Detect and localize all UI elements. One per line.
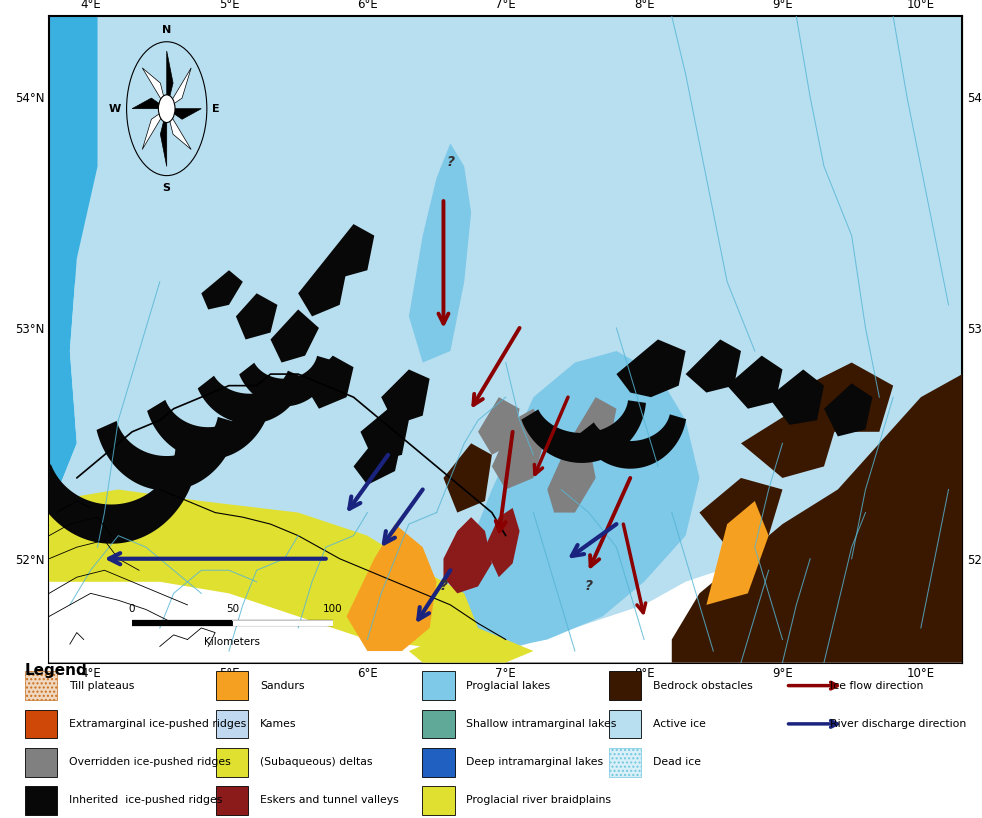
Text: Proglacial lakes: Proglacial lakes — [466, 681, 551, 690]
Bar — [25, 748, 57, 776]
Text: Active ice: Active ice — [653, 719, 706, 729]
Bar — [422, 786, 455, 815]
Text: Legend: Legend — [25, 663, 87, 678]
Polygon shape — [49, 16, 962, 663]
Polygon shape — [236, 294, 277, 339]
Text: 100: 100 — [323, 605, 343, 614]
Polygon shape — [706, 501, 769, 605]
Polygon shape — [28, 448, 199, 544]
Text: Kilometers: Kilometers — [204, 637, 260, 647]
Polygon shape — [305, 356, 354, 409]
Text: Shallow intramarginal lakes: Shallow intramarginal lakes — [466, 719, 617, 729]
Polygon shape — [167, 68, 191, 109]
Polygon shape — [478, 398, 519, 455]
Bar — [25, 672, 57, 700]
Polygon shape — [142, 68, 167, 109]
Text: Inherited  ice-pushed ridges: Inherited ice-pushed ridges — [69, 795, 222, 806]
Bar — [216, 709, 248, 738]
Polygon shape — [240, 356, 334, 407]
Polygon shape — [589, 501, 658, 582]
Polygon shape — [147, 397, 271, 460]
Text: ?: ? — [440, 579, 448, 593]
Bar — [216, 672, 248, 700]
Text: ?: ? — [584, 579, 593, 593]
Text: Proglacial river braidplains: Proglacial river braidplains — [466, 795, 612, 806]
Polygon shape — [672, 374, 962, 663]
Polygon shape — [160, 109, 167, 166]
Polygon shape — [354, 432, 402, 485]
Text: Till plateaus: Till plateaus — [69, 681, 135, 690]
Text: Bedrock obstacles: Bedrock obstacles — [653, 681, 753, 690]
Polygon shape — [49, 489, 478, 651]
Polygon shape — [699, 478, 783, 547]
Polygon shape — [741, 409, 838, 478]
Text: Kames: Kames — [260, 719, 297, 729]
Text: E: E — [212, 104, 220, 114]
Text: Extramarginal ice-pushed ridges: Extramarginal ice-pushed ridges — [69, 719, 246, 729]
Polygon shape — [727, 356, 783, 409]
Polygon shape — [519, 478, 589, 559]
Polygon shape — [409, 143, 471, 362]
Text: Eskers and tunnel valleys: Eskers and tunnel valleys — [260, 795, 399, 806]
Text: Ice flow direction: Ice flow direction — [830, 681, 923, 690]
Text: 0: 0 — [129, 605, 136, 614]
Text: Deep intramarginal lakes: Deep intramarginal lakes — [466, 757, 604, 767]
Bar — [422, 709, 455, 738]
Polygon shape — [547, 443, 596, 513]
Polygon shape — [360, 409, 409, 462]
Polygon shape — [347, 524, 437, 651]
Polygon shape — [167, 51, 173, 109]
Text: ?: ? — [447, 155, 455, 169]
Bar — [422, 672, 455, 700]
Polygon shape — [201, 270, 243, 309]
Polygon shape — [142, 109, 167, 150]
Polygon shape — [437, 351, 699, 651]
Text: N: N — [162, 25, 171, 35]
Polygon shape — [167, 109, 201, 119]
Polygon shape — [578, 415, 686, 469]
Polygon shape — [381, 370, 429, 425]
Polygon shape — [133, 98, 167, 109]
Polygon shape — [783, 362, 894, 432]
Text: 50: 50 — [226, 605, 239, 614]
Bar — [609, 748, 641, 776]
Polygon shape — [197, 371, 305, 424]
Polygon shape — [485, 508, 519, 578]
Text: Dead ice: Dead ice — [653, 757, 701, 767]
Bar — [216, 786, 248, 815]
Circle shape — [158, 95, 175, 123]
Polygon shape — [409, 628, 533, 663]
Polygon shape — [521, 400, 646, 463]
Text: River discharge direction: River discharge direction — [830, 719, 966, 729]
Text: Sandurs: Sandurs — [260, 681, 304, 690]
Polygon shape — [49, 513, 962, 663]
Polygon shape — [96, 417, 239, 491]
Text: Overridden ice-pushed ridges: Overridden ice-pushed ridges — [69, 757, 231, 767]
Bar — [609, 709, 641, 738]
Polygon shape — [49, 16, 97, 663]
Bar — [422, 748, 455, 776]
Polygon shape — [574, 398, 617, 455]
Polygon shape — [444, 517, 492, 593]
Polygon shape — [270, 309, 319, 362]
Polygon shape — [326, 224, 374, 277]
Polygon shape — [444, 443, 492, 513]
Polygon shape — [547, 420, 617, 489]
Polygon shape — [492, 409, 547, 489]
Bar — [609, 672, 641, 700]
Text: W: W — [109, 104, 121, 114]
Polygon shape — [49, 16, 962, 651]
Polygon shape — [824, 384, 872, 436]
Bar — [216, 748, 248, 776]
Polygon shape — [685, 339, 741, 393]
Polygon shape — [299, 258, 347, 317]
Text: S: S — [163, 182, 171, 192]
Text: (Subaqueous) deltas: (Subaqueous) deltas — [260, 757, 373, 767]
Polygon shape — [167, 109, 191, 150]
Polygon shape — [617, 339, 685, 398]
Polygon shape — [49, 16, 243, 281]
Polygon shape — [769, 370, 824, 425]
Bar — [25, 786, 57, 815]
Bar — [25, 709, 57, 738]
